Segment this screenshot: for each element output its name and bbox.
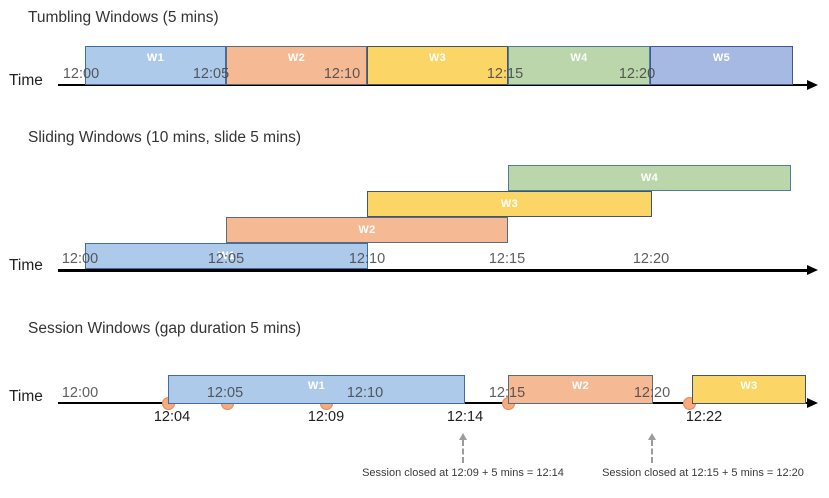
arrow-up-icon: [459, 433, 467, 440]
event-dot: [220, 397, 234, 410]
axis-arrow-icon: [807, 265, 818, 275]
window-w3: W3: [367, 191, 652, 217]
event-dot: [319, 397, 333, 410]
tick-label: 12:20: [618, 66, 656, 82]
window-label: W4: [640, 172, 659, 184]
tick-label: 12:05: [192, 66, 230, 82]
event-time-label: 12:04: [153, 409, 191, 425]
tick-label: 12:00: [61, 251, 99, 267]
section-title: Sliding Windows (10 mins, slide 5 mins): [28, 129, 302, 146]
tick-label: 12:00: [62, 66, 100, 82]
tick-label: 12:05: [207, 251, 245, 267]
window-w1: W1: [85, 243, 368, 269]
window-w4: W4: [508, 165, 791, 191]
event-time-label: 12:22: [685, 409, 723, 425]
time-axis-line: [58, 269, 810, 272]
window-label: W2: [571, 380, 590, 392]
tick-label: 12:10: [346, 385, 384, 401]
event-dot: [501, 397, 515, 410]
tick-label: 12:05: [206, 385, 244, 401]
event-time-label: 12:09: [307, 409, 345, 425]
window-label: W5: [712, 52, 731, 64]
window-label: W3: [740, 380, 758, 392]
tick-label: 12:15: [488, 251, 526, 267]
time-axis-line: [58, 402, 810, 404]
callout-arrow: [459, 433, 467, 463]
window-w4: W4: [508, 46, 650, 85]
arrow-up-icon: [648, 433, 656, 440]
window-w1: W1: [168, 375, 465, 404]
event-time-label: 12:14: [446, 409, 484, 425]
window-w2: W2: [508, 375, 653, 404]
tick-label: 12:10: [348, 251, 386, 267]
window-w5: W5: [650, 46, 793, 85]
window-label: W1: [217, 250, 236, 262]
time-axis-line: [58, 84, 810, 86]
window-label: W2: [358, 224, 376, 236]
window-label: W3: [500, 198, 519, 210]
window-w2: W2: [226, 46, 367, 85]
window-w1: W1: [85, 46, 226, 85]
window-w3: W3: [692, 375, 806, 404]
window-w3: W3: [367, 46, 508, 85]
tick-label: 12:20: [632, 251, 670, 267]
event-dot: [161, 397, 175, 410]
section-title: Session Windows (gap duration 5 mins): [28, 320, 302, 337]
window-label: W2: [287, 52, 306, 64]
window-label: W3: [428, 52, 447, 64]
arrow-dashed-line: [651, 440, 653, 463]
section-title: Tumbling Windows (5 mins): [28, 9, 219, 26]
axis-arrow-icon: [807, 80, 818, 90]
arrow-dashed-line: [462, 440, 464, 463]
axis-arrow-icon: [807, 398, 818, 408]
event-dot: [682, 397, 696, 410]
tick-label: 12:20: [633, 385, 671, 401]
time-axis-label: Time: [9, 257, 43, 274]
session-closed-note: Session closed at 12:15 + 5 mins = 12:20: [602, 467, 804, 479]
tick-label: 12:00: [61, 385, 99, 401]
window-w2: W2: [226, 217, 508, 243]
callout-arrow: [648, 433, 656, 463]
tick-label: 12:15: [486, 66, 524, 82]
tick-label: 12:15: [488, 385, 526, 401]
session-closed-note: Session closed at 12:09 + 5 mins = 12:14: [362, 467, 564, 479]
time-axis-label: Time: [9, 388, 43, 405]
tick-label: 12:10: [323, 66, 361, 82]
window-label: W1: [146, 52, 165, 64]
window-label: W4: [570, 52, 588, 64]
time-axis-label: Time: [9, 72, 43, 89]
window-label: W1: [307, 380, 326, 392]
